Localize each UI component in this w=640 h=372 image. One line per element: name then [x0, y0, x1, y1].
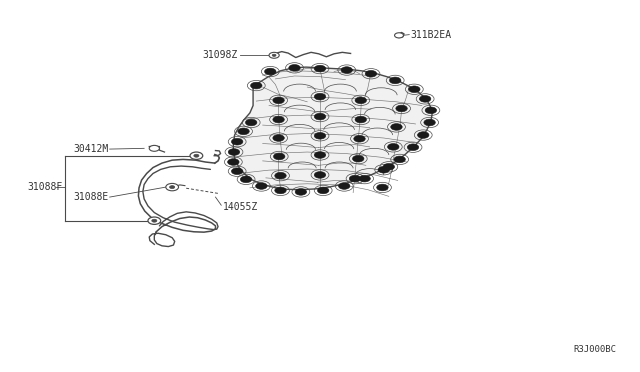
Circle shape	[264, 68, 276, 75]
Circle shape	[228, 159, 239, 165]
Text: 31088F: 31088F	[27, 182, 62, 192]
Circle shape	[232, 168, 243, 174]
Circle shape	[273, 135, 284, 141]
Circle shape	[394, 33, 403, 38]
Circle shape	[194, 154, 199, 157]
Circle shape	[417, 132, 429, 138]
Circle shape	[246, 119, 257, 126]
Circle shape	[273, 116, 284, 123]
Circle shape	[355, 116, 367, 123]
Circle shape	[394, 156, 405, 163]
Circle shape	[365, 70, 377, 77]
Text: R3J000BC: R3J000BC	[573, 345, 616, 354]
Circle shape	[377, 184, 388, 191]
Circle shape	[353, 155, 364, 162]
Circle shape	[255, 183, 267, 189]
Circle shape	[149, 145, 159, 151]
Circle shape	[314, 113, 326, 120]
Circle shape	[388, 144, 399, 150]
Circle shape	[341, 67, 353, 73]
Circle shape	[273, 97, 284, 104]
Circle shape	[250, 82, 262, 89]
Circle shape	[269, 52, 279, 58]
Circle shape	[314, 132, 326, 139]
Circle shape	[396, 105, 407, 112]
Circle shape	[317, 187, 329, 194]
Circle shape	[238, 128, 249, 135]
Text: 14055Z: 14055Z	[223, 202, 259, 212]
Circle shape	[419, 96, 431, 102]
Text: 311B2EA: 311B2EA	[410, 30, 452, 40]
Circle shape	[424, 119, 435, 126]
Polygon shape	[234, 67, 432, 190]
Text: 31098Z: 31098Z	[202, 49, 237, 60]
Circle shape	[314, 93, 326, 100]
Circle shape	[359, 175, 371, 182]
Circle shape	[339, 183, 350, 189]
Circle shape	[391, 124, 402, 130]
Circle shape	[228, 149, 240, 155]
Circle shape	[272, 54, 276, 57]
Circle shape	[190, 152, 203, 160]
Circle shape	[378, 166, 390, 173]
Circle shape	[383, 163, 394, 170]
Circle shape	[354, 135, 365, 142]
Circle shape	[407, 144, 419, 151]
Circle shape	[295, 189, 307, 195]
Circle shape	[349, 175, 361, 182]
Circle shape	[152, 219, 157, 222]
Circle shape	[241, 176, 252, 183]
Circle shape	[148, 217, 161, 224]
Circle shape	[232, 138, 243, 145]
Text: 31088E: 31088E	[73, 192, 108, 202]
Circle shape	[273, 153, 285, 160]
Circle shape	[166, 183, 179, 191]
Circle shape	[355, 97, 367, 104]
Text: 30412M: 30412M	[73, 144, 108, 154]
Circle shape	[314, 171, 326, 178]
Circle shape	[289, 64, 300, 71]
Circle shape	[425, 107, 436, 113]
Circle shape	[170, 186, 175, 189]
Circle shape	[314, 152, 326, 158]
Circle shape	[275, 172, 286, 179]
Circle shape	[314, 65, 326, 72]
Circle shape	[390, 77, 401, 84]
Circle shape	[408, 86, 420, 93]
Circle shape	[275, 187, 286, 194]
